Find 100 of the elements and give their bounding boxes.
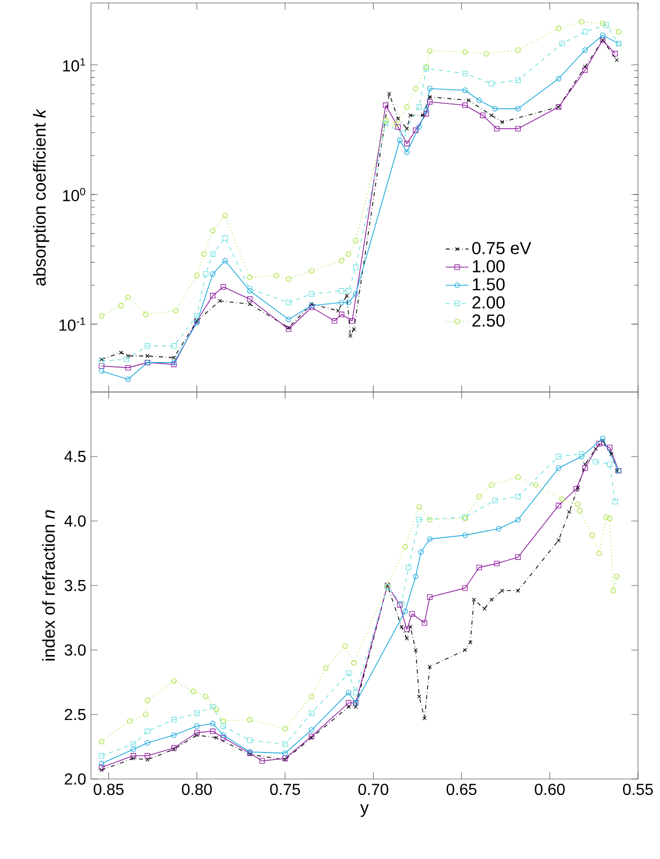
legend-label: 2.50: [472, 314, 505, 327]
point: [247, 296, 253, 302]
point: [583, 64, 588, 69]
point: [583, 462, 588, 466]
point: [126, 354, 130, 358]
point: [607, 444, 612, 450]
point: [98, 363, 104, 369]
point: [202, 694, 208, 700]
point: [422, 620, 428, 626]
point: [600, 438, 605, 444]
point: [98, 738, 104, 744]
point: [286, 300, 292, 306]
point: [614, 574, 620, 580]
point: [614, 468, 619, 473]
point: [214, 706, 220, 712]
point: [412, 574, 418, 580]
point: [589, 532, 595, 538]
point: [422, 716, 427, 720]
point: [130, 753, 136, 759]
point: [408, 113, 412, 118]
point: [416, 124, 422, 130]
y-tick-label: 4.5: [64, 450, 86, 462]
point: [604, 22, 609, 28]
point: [127, 718, 133, 724]
point: [404, 126, 409, 131]
point: [578, 451, 584, 457]
point: [482, 606, 487, 611]
point: [462, 70, 468, 76]
point: [308, 727, 314, 733]
point: [612, 50, 618, 56]
point: [406, 564, 412, 570]
point: [220, 734, 226, 740]
y-tick-label: 3.5: [64, 580, 86, 592]
legend-label: 1.00: [472, 260, 505, 272]
point: [130, 741, 136, 747]
point: [259, 758, 265, 764]
point: [612, 498, 618, 504]
point: [194, 723, 200, 729]
point: [614, 58, 619, 62]
point: [402, 608, 408, 614]
point: [220, 718, 226, 724]
point: [556, 26, 562, 32]
point: [172, 308, 178, 314]
point: [515, 78, 521, 83]
point: [575, 501, 581, 507]
point: [412, 128, 418, 134]
point: [220, 284, 226, 290]
point: [124, 356, 130, 362]
x-tick-label: 0.65: [446, 784, 476, 796]
point: [500, 120, 504, 124]
point: [308, 694, 314, 700]
point: [582, 67, 588, 73]
point: [556, 454, 562, 460]
point: [282, 726, 288, 732]
point: [515, 516, 521, 522]
point: [210, 292, 216, 298]
point: [171, 732, 177, 738]
point: [532, 482, 538, 488]
point: [394, 120, 399, 126]
point: [607, 461, 612, 467]
point: [382, 120, 388, 126]
point: [427, 99, 433, 105]
point: [556, 76, 562, 82]
point: [416, 516, 422, 522]
y-tick-label: 3.0: [64, 644, 86, 656]
point: [382, 102, 388, 108]
point: [144, 343, 150, 349]
point: [480, 112, 486, 118]
point: [559, 496, 565, 502]
point: [351, 660, 357, 666]
legend-label: 2.00: [472, 296, 505, 309]
point: [492, 498, 498, 504]
point: [346, 300, 352, 306]
point: [210, 228, 216, 234]
point: [466, 98, 471, 102]
point: [144, 728, 150, 734]
point: [462, 49, 468, 55]
point: [516, 588, 520, 593]
point: [125, 294, 131, 300]
point: [578, 454, 584, 460]
point: [342, 643, 348, 649]
point: [427, 516, 433, 522]
point: [418, 549, 424, 555]
point: [596, 550, 602, 556]
x-tick-label: 0.70: [358, 784, 388, 796]
point: [607, 516, 612, 522]
point: [610, 588, 616, 594]
point: [490, 113, 494, 118]
point: [308, 291, 314, 297]
y-tick-label: 4.0: [64, 515, 86, 527]
point: [515, 126, 521, 132]
point: [494, 126, 500, 132]
point: [397, 138, 403, 144]
point: [416, 104, 422, 110]
point: [462, 532, 468, 538]
point: [472, 598, 476, 602]
point: [600, 20, 606, 26]
point: [308, 268, 314, 274]
point: [427, 536, 433, 542]
point: [412, 86, 418, 92]
